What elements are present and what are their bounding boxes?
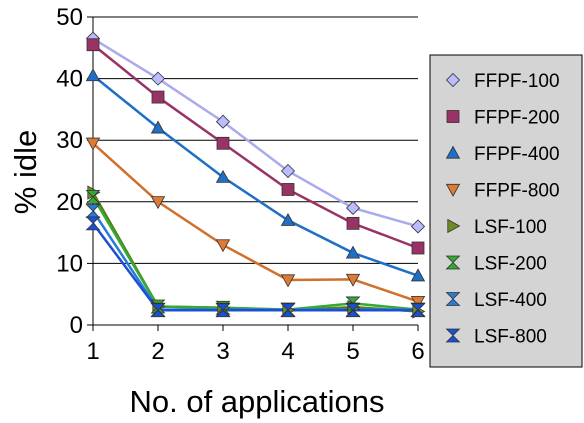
y-tick-labels: 0 10 20 30 40 50 [56,4,83,339]
data-point-ffpf-200 [411,241,425,255]
legend-marker-ffpf-200 [446,110,460,123]
legend-marker-ffpf-400 [445,145,461,159]
legend-box [429,54,583,368]
series-line-lsf-400 [91,210,418,311]
y-tick-label: 40 [56,66,83,93]
data-point-ffpf-200 [151,90,165,104]
data-point-lsf-800 [345,303,361,318]
data-point-ffpf-800 [410,295,426,309]
data-point-lsf-200 [85,189,101,204]
legend-label-ffpf-800: FFPF-800 [474,181,560,202]
y-tick-label: 10 [56,250,83,277]
x-tick-label: 6 [411,338,424,365]
x-tick-labels: 1 2 3 4 5 6 [86,338,424,365]
data-point-ffpf-100 [345,200,361,216]
series-markers [85,31,426,319]
data-point-ffpf-800 [85,137,101,151]
y-tick-label: 0 [70,312,83,339]
x-tick-label: 4 [281,338,294,365]
legend-label-lsf-100: LSF-100 [474,217,547,238]
data-point-ffpf-100 [215,114,231,129]
data-point-ffpf-200 [346,216,360,230]
data-point-lsf-800 [215,303,231,318]
legend-label-lsf-400: LSF-400 [474,290,547,311]
data-point-lsf-400 [85,204,101,218]
series-line-lsf-800 [91,222,418,312]
data-point-lsf-800 [85,216,101,231]
legend-label-lsf-800: LSF-800 [474,327,547,348]
data-point-ffpf-800 [150,196,166,210]
legend-marker-lsf-800 [445,328,461,343]
data-point-ffpf-800 [280,274,296,288]
y-tick-label: 50 [56,4,83,31]
legend-label-ffpf-200: FFPF-200 [474,108,560,129]
legend-label-lsf-200: LSF-200 [474,254,547,275]
data-point-ffpf-400 [150,120,166,134]
data-point-ffpf-200 [281,183,295,196]
gridlines [93,16,418,264]
series-line-ffpf-200 [92,43,419,250]
x-tick-label: 2 [151,338,164,365]
legend-marker-lsf-200 [445,255,461,270]
data-point-ffpf-100 [280,163,296,179]
data-point-ffpf-100 [410,219,426,234]
series-line-lsf-100 [91,191,419,313]
y-tick-label: 20 [56,189,83,216]
y-tick-label: 30 [56,127,83,154]
legend-marker-lsf-400 [445,292,461,306]
legend-marker-ffpf-100 [445,72,461,88]
data-point-ffpf-200 [216,136,230,150]
series-line-ffpf-400 [92,74,419,277]
legend-marker-lsf-100 [447,218,461,234]
series-line-ffpf-100 [92,37,419,228]
legend: FFPF-100 FFPF-200 FFPF-400 FFPF-800 LSF-100 L… [429,54,583,368]
data-point-lsf-800 [150,303,166,318]
data-point-ffpf-400 [215,169,231,183]
x-tick-label: 5 [346,338,359,365]
data-point-ffpf-800 [215,239,231,253]
data-point-lsf-800 [280,303,296,318]
x-axis-title: No. of applications [129,384,384,419]
series-line-ffpf-800 [92,142,419,303]
data-point-ffpf-400 [410,268,426,282]
legend-marker-ffpf-800 [445,183,461,197]
x-tick-label: 3 [216,338,229,365]
data-point-lsf-800 [410,303,426,318]
legend-label-ffpf-100: FFPF-100 [474,71,560,92]
series-lines [91,37,419,313]
data-point-ffpf-400 [345,245,361,259]
data-point-ffpf-400 [280,212,296,226]
data-point-ffpf-200 [86,38,100,52]
legend-label-ffpf-400: FFPF-400 [474,144,560,165]
data-point-ffpf-400 [85,68,101,82]
data-point-ffpf-100 [150,71,166,86]
y-axis-title: % idle [8,130,43,214]
x-tick-label: 1 [86,338,99,365]
data-point-ffpf-800 [345,273,361,287]
